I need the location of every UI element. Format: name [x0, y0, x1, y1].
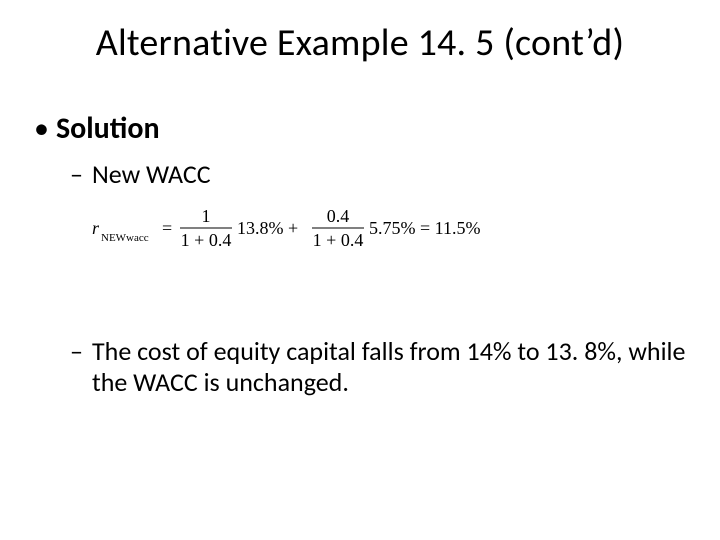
- formula-term2-tail: 5.75% = 11.5%: [369, 218, 480, 238]
- bullet-conclusion: – The cost of equity capital falls from …: [70, 336, 686, 398]
- bullet-solution-text: Solution: [56, 110, 160, 147]
- slide-title: Alternative Example 14. 5 (cont’d): [0, 20, 720, 66]
- bullet-conclusion-text: The cost of equity capital falls from 14…: [92, 336, 686, 398]
- slide: Alternative Example 14. 5 (cont’d) • Sol…: [0, 0, 720, 540]
- formula-lhs-var: r: [92, 218, 100, 238]
- formula-frac1-num: 1: [202, 206, 211, 226]
- formula-frac2-den: 1 + 0.4: [313, 230, 364, 250]
- formula-term1-tail: 13.8% +: [237, 218, 298, 238]
- formula-frac2-num: 0.4: [327, 206, 350, 226]
- bullet-new-wacc: – New WACC: [70, 159, 686, 190]
- spacer: [34, 278, 686, 336]
- slide-body: • Solution – New WACC r NEWwacc = 1 1 + …: [34, 110, 686, 409]
- bullet-new-wacc-text: New WACC: [92, 159, 686, 190]
- dash-icon: –: [70, 159, 92, 190]
- wacc-formula: r NEWwacc = 1 1 + 0.4 13.8% + 0.4 1 + 0.…: [88, 204, 686, 256]
- formula-lhs-sub: NEWwacc: [101, 232, 149, 244]
- bullet-solution: • Solution: [34, 110, 686, 147]
- bullet-disc-icon: •: [34, 110, 56, 147]
- dash-icon: –: [70, 336, 92, 367]
- formula-frac1-den: 1 + 0.4: [181, 230, 232, 250]
- wacc-formula-svg: r NEWwacc = 1 1 + 0.4 13.8% + 0.4 1 + 0.…: [88, 204, 508, 256]
- formula-eq1: =: [162, 218, 172, 238]
